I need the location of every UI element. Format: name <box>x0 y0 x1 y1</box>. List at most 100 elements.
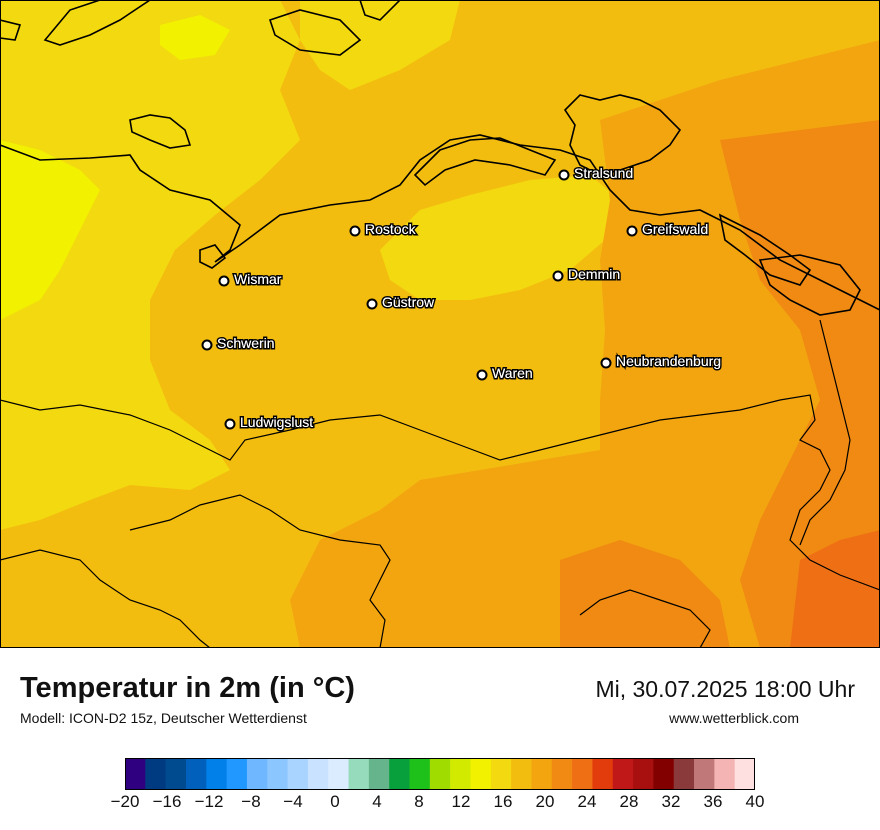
legend-swatch <box>165 758 187 790</box>
legend-tick-label: 0 <box>330 792 340 811</box>
legend-swatch <box>328 758 350 790</box>
city-marker <box>552 270 564 282</box>
legend-swatch <box>551 758 573 790</box>
coastline-danish-islands <box>43 0 402 56</box>
coastline-szczecin-lagoon <box>758 254 861 316</box>
coastline-mainland <box>0 134 880 311</box>
legend-tick-label: 16 <box>493 792 513 811</box>
legend-swatch <box>694 758 715 790</box>
legend-tick-label: −20 <box>110 792 140 811</box>
legend-swatch <box>185 758 207 790</box>
city-ludwigslust[interactable]: Ludwigslust Ludwigslust <box>224 413 315 432</box>
temp-zone-16-west <box>0 0 300 530</box>
legend-tick-label: 36 <box>703 792 723 811</box>
legend-swatch <box>714 758 736 790</box>
legend-swatch <box>572 758 593 790</box>
city-marker <box>218 275 230 287</box>
legend-swatches <box>125 758 755 790</box>
legend-tick-label: 4 <box>372 792 382 811</box>
city-marker <box>626 225 638 237</box>
legend-swatch <box>470 758 492 790</box>
coastline-ruegen <box>563 94 682 176</box>
legend-ticks: −20 −16 −12 −8 −4 0 4 8 12 16 20 24 28 32 36 40 <box>111 792 765 816</box>
legend-swatch <box>633 758 654 790</box>
city-label: Waren <box>492 365 533 381</box>
borders <box>0 319 880 648</box>
legend-tick-label: 32 <box>661 792 681 811</box>
city-label-front: Ludwigslust <box>240 414 313 430</box>
legend-swatch <box>673 758 695 790</box>
city-label-front: Greifswald <box>642 221 708 237</box>
color-legend <box>125 758 755 790</box>
legend-frame <box>125 758 755 790</box>
city-marker <box>600 357 612 369</box>
city-label: Güstrow <box>382 294 435 310</box>
city-label-front: Demmin <box>568 266 620 282</box>
city-label: Neubrandenburg <box>616 353 721 369</box>
temp-zone-16-center <box>380 175 620 300</box>
temp-zone-14-north <box>160 15 230 60</box>
website-link[interactable]: www.wetterblick.com <box>669 710 799 726</box>
legend-tick-label: −8 <box>241 792 261 811</box>
city-schwerin[interactable]: Schwerin Schwerin <box>201 334 276 353</box>
city-label: Rostock <box>365 221 417 237</box>
legend-tick-label: 28 <box>619 792 639 811</box>
city-wismar[interactable]: Wismar Wismar <box>218 270 283 289</box>
legend-tick-label: 24 <box>577 792 597 811</box>
legend-swatch <box>409 758 431 790</box>
model-info: Modell: ICON-D2 15z, Deutscher Wetterdie… <box>20 710 307 726</box>
city-guestrow[interactable]: Güstrow Güstrow <box>366 293 437 312</box>
legend-tick-label: −16 <box>152 792 182 811</box>
legend-tick-label: −12 <box>194 792 224 811</box>
city-label: Stralsund <box>574 165 633 181</box>
legend-swatch <box>531 758 553 790</box>
city-greifswald[interactable]: Greifswald Greifswald <box>626 220 710 239</box>
city-marker <box>366 298 378 310</box>
legend-swatch <box>145 758 167 790</box>
city-label-front: Neubrandenburg <box>616 353 721 369</box>
city-label-front: Güstrow <box>382 294 435 310</box>
coastline-fehmarn <box>129 114 192 149</box>
legend-swatch <box>490 758 512 790</box>
city-label: Demmin <box>568 266 620 282</box>
coastlines <box>0 0 880 316</box>
city-label: Ludwigslust <box>240 414 313 430</box>
legend-swatch <box>307 758 329 790</box>
city-demmin[interactable]: Demmin Demmin <box>552 265 622 284</box>
legend-swatch <box>246 758 268 790</box>
legend-tick-label: 8 <box>414 792 424 811</box>
city-marker <box>349 225 361 237</box>
city-label-front: Stralsund <box>574 165 633 181</box>
legend-swatch <box>287 758 309 790</box>
legend-swatch <box>389 758 411 790</box>
city-label-front: Waren <box>492 365 533 381</box>
coastline-darss <box>413 137 557 187</box>
border-state-east <box>799 319 851 546</box>
legend-swatch <box>125 758 146 790</box>
legend-swatch <box>429 758 451 790</box>
city-marker <box>558 169 570 181</box>
city-label: Greifswald <box>642 221 708 237</box>
city-neubrandenburg[interactable]: Neubrandenburg Neubrandenburg <box>600 352 723 371</box>
city-waren[interactable]: Waren Waren <box>476 364 534 383</box>
temp-zone-24-southeast <box>790 530 880 648</box>
legend-tick-label: 20 <box>535 792 555 811</box>
city-rostock[interactable]: Rostock Rostock <box>349 220 418 239</box>
legend-tick-label: 40 <box>745 792 765 811</box>
legend-tick-label: −4 <box>283 792 303 811</box>
legend-swatch <box>612 758 634 790</box>
city-label-front: Schwerin <box>217 335 275 351</box>
legend-swatch <box>206 758 228 790</box>
coastline-usedom <box>718 213 812 286</box>
temp-zone-14-west <box>0 140 100 320</box>
city-label-front: Wismar <box>234 271 282 287</box>
border-state-southeast <box>579 589 711 648</box>
legend-swatch <box>653 758 675 790</box>
border-state-north <box>0 394 880 591</box>
legend-swatch <box>592 758 614 790</box>
temp-zone-22-east <box>720 120 880 648</box>
temp-zone-16-north <box>300 0 460 90</box>
legend-swatch <box>368 758 390 790</box>
city-stralsund[interactable]: Stralsund Stralsund <box>558 164 635 183</box>
footer: Temperatur in 2m (in °C) Modell: ICON-D2… <box>0 648 880 830</box>
